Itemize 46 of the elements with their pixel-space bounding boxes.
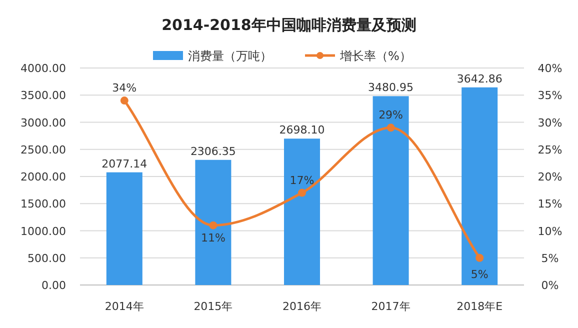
bar [284, 138, 320, 285]
y-tick-label: 3500.00 [20, 89, 66, 102]
data-label: 2306.35 [190, 144, 236, 158]
y-tick-label: 3000.00 [20, 116, 66, 130]
y-tick-label: 2500.00 [20, 143, 66, 156]
data-label: 3480.95 [368, 81, 414, 94]
point [386, 124, 395, 132]
y2-tick-label: 5% [541, 252, 559, 265]
y2-tick-label: 0% [541, 279, 559, 292]
point [476, 254, 484, 262]
y2-tick-label: 10% [538, 224, 562, 238]
y2-tick-label: 35% [538, 89, 562, 102]
bar [462, 87, 498, 285]
x-tick-label: 2015年 [194, 300, 233, 313]
y-tick-label: 0.00 [42, 279, 66, 292]
data-label: 3642.86 [456, 72, 502, 86]
bar [195, 160, 232, 285]
y2-tick-label: 20% [538, 170, 562, 184]
x-tick-label: 2014年 [104, 300, 144, 313]
y2-tick-label: 40% [538, 62, 562, 75]
data-label: 34% [112, 82, 137, 95]
y2-tick-label: 30% [538, 116, 562, 130]
x-tick-label: 2017年 [371, 300, 410, 313]
legend-label: 增长率（%） [339, 49, 412, 63]
point [298, 188, 306, 197]
data-label: 5% [470, 268, 488, 281]
data-label: 11% [200, 231, 226, 244]
x-tick-label: 2018年E [456, 300, 503, 313]
y-tick-label: 1500.00 [20, 198, 66, 211]
data-label: 2077.14 [102, 157, 148, 170]
point [120, 96, 128, 105]
bar [106, 172, 142, 285]
y2-tick-label: 25% [538, 143, 562, 156]
data-label: 2698.10 [279, 124, 325, 137]
chart-title: 2014-2018年中国咖啡消费量及预测 [162, 16, 416, 34]
y-tick-label: 1000.00 [20, 224, 66, 238]
y-tick-label: 4000.00 [20, 62, 66, 75]
data-label: 17% [290, 174, 314, 187]
bar [372, 96, 409, 285]
y2-tick-label: 15% [538, 198, 562, 211]
data-label: 29% [378, 108, 404, 122]
legend-label: 消费量（万吨） [188, 49, 272, 63]
x-tick-label: 2016年 [282, 300, 322, 313]
point [209, 221, 218, 230]
y-tick-label: 2000.00 [20, 170, 66, 184]
y-tick-label: 500.00 [28, 252, 66, 265]
